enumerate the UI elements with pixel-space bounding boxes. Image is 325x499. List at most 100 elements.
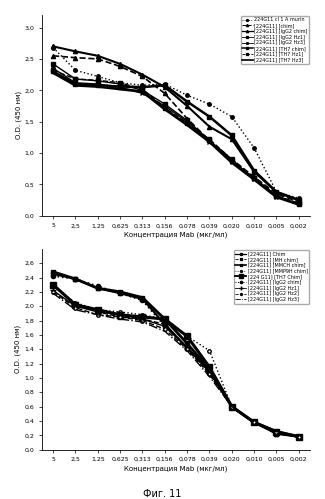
Legend: 224G11 cl 1 A murin, [224G11] [chim], [224G11] [IgG2 chim], [224G11] [IgG2 Hz1],: 224G11 cl 1 A murin, [224G11] [chim], [2… — [240, 16, 309, 64]
[224G11] [IgG2 Hz3] — [118, 316, 122, 322]
[224G11] [chim] — [118, 63, 122, 69]
224G11 cl 1 A murin — [208, 101, 212, 107]
[224G11] [chim] — [73, 55, 77, 61]
[224G11] [MMCH chim] — [275, 429, 279, 435]
[224G11] [TH7 Hz1] — [297, 200, 301, 206]
[224G11] Chim — [51, 271, 55, 277]
[224G11] [TH7 chim] — [252, 168, 256, 174]
[224G11] [IgG2 Hz2] — [96, 312, 100, 318]
224G11 cl 1 A murin — [297, 195, 301, 201]
Line: [224G11] [TH7 Hz1]: [224G11] [TH7 Hz1] — [51, 68, 301, 205]
Text: Фиг. 11: Фиг. 11 — [143, 489, 182, 499]
[224G11] [MMCH chim] — [51, 269, 55, 275]
[224G11] [MMCH chim] — [208, 366, 212, 372]
[224G11] Chim — [185, 345, 189, 351]
[224G11] [IgG2 Hz2] — [230, 404, 234, 410]
[224 G11] [TH7 Chim] — [118, 312, 122, 318]
[224G11] [IgG2 chim] — [96, 53, 100, 59]
Line: [224G11] [IgG2 Hz1]: [224G11] [IgG2 Hz1] — [50, 287, 302, 440]
[224G11] [IgG2 chim] — [51, 273, 55, 279]
[224G11] [MMP9H chim] — [185, 333, 189, 339]
[224G11] [IgG2 Hz2] — [118, 314, 122, 320]
[224G11] [TH7 Hz3] — [163, 106, 167, 112]
[224G11] [MMCH chim] — [118, 289, 122, 295]
[224G11] [TH7 chim] — [96, 82, 100, 88]
[224G11] [TH7 Hz1] — [51, 67, 55, 73]
[224G11] [TH7 chim] — [297, 197, 301, 203]
[224G11] [IgG2 Hz1] — [73, 303, 77, 309]
[224G11] [MH chim] — [96, 309, 100, 315]
[224G11] [MMP9H chim] — [51, 283, 55, 289]
[224G11] [IgG2 Hz1] — [252, 419, 256, 425]
[224G11] [TH7 Hz3] — [252, 177, 256, 183]
[224G11] [TH7 Hz1] — [208, 136, 212, 142]
[224G11] [IgG2 Hz3] — [252, 177, 256, 183]
[224G11] [IgG2 Hz3] — [208, 373, 212, 379]
[224G11] [MH chim] — [140, 316, 144, 322]
[224G11] [chim] — [163, 90, 167, 96]
[224G11] [IgG2 Hz3] — [73, 80, 77, 86]
[224G11] [IgG2 Hz1] — [230, 404, 234, 410]
[224G11] [IgG2 Hz1] — [208, 369, 212, 375]
[224G11] [IgG2 Hz1] — [140, 316, 144, 322]
[224G11] [MMP9H chim] — [118, 309, 122, 315]
[224G11] [IgG2 Hz3] — [230, 160, 234, 166]
[224G11] [IgG2 Hz2] — [140, 317, 144, 323]
[224G11] [chim] — [185, 116, 189, 122]
[224G11] [chim] — [252, 174, 256, 180]
[224G11] [IgG2 Hz3] — [185, 119, 189, 125]
[224G11] [IgG2 Hz1] — [51, 287, 55, 293]
[224G11] [IgG2 Hz3] — [96, 312, 100, 318]
[224G11] [MH chim] — [275, 431, 279, 437]
[224G11] [IgG2 chim] — [208, 369, 212, 375]
[224 G11] [TH7 Chim] — [230, 404, 234, 410]
Line: 224G11 cl 1 A murin: 224G11 cl 1 A murin — [51, 46, 301, 200]
[224G11] [IgG2 Hz3] — [252, 419, 256, 425]
Y-axis label: О.D. (450 нм): О.D. (450 нм) — [15, 91, 22, 139]
[224G11] [IgG2 Hz2] — [51, 289, 55, 295]
[224G11] [IgG2 Hz3] — [51, 290, 55, 296]
[224G11] [IgG2 Hz3] — [297, 434, 301, 440]
[224G11] [TH7 chim] — [163, 82, 167, 88]
[224G11] [TH7 chim] — [73, 81, 77, 87]
[224G11] [TH7 Hz3] — [297, 202, 301, 208]
[224G11] [TH7 chim] — [51, 68, 55, 74]
[224G11] [TH7 Hz3] — [230, 160, 234, 166]
[224 G11] [TH7 Chim] — [297, 434, 301, 440]
[224G11] Chim — [275, 431, 279, 437]
[224G11] Chim — [140, 296, 144, 302]
Legend: [224G11] Chim, [224G11] [MH chim], [224G11] [MMCH chim], [224G11] [MMP9H chim], : [224G11] Chim, [224G11] [MH chim], [224G… — [234, 250, 309, 303]
[224 G11] [TH7 Chim] — [73, 302, 77, 308]
224G11 cl 1 A murin — [118, 80, 122, 86]
[224G11] [IgG2 Hz2] — [252, 419, 256, 425]
224G11 cl 1 A murin — [73, 67, 77, 73]
[224G11] [IgG2 Hz3] — [163, 103, 167, 109]
[224G11] [MMP9H chim] — [96, 307, 100, 313]
[224G11] [IgG2 Hz3] — [275, 194, 279, 200]
[224G11] [MMP9H chim] — [163, 316, 167, 322]
[224G11] [MH chim] — [230, 404, 234, 410]
[224G11] [IgG2 chim] — [185, 103, 189, 109]
[224G11] [MH chim] — [73, 302, 77, 308]
[224G11] [IgG2 Hz1] — [297, 434, 301, 440]
[224G11] [TH7 chim] — [230, 132, 234, 138]
[224G11] [TH7 Hz1] — [275, 193, 279, 199]
Line: [224G11] [TH7 chim]: [224G11] [TH7 chim] — [51, 69, 301, 202]
Line: [224G11] [IgG2 Hz3]: [224G11] [IgG2 Hz3] — [51, 66, 301, 207]
[224G11] [IgG2 chim] — [275, 189, 279, 195]
[224G11] [MMCH chim] — [96, 285, 100, 291]
[224G11] [IgG2 Hz1] — [230, 158, 234, 164]
[224G11] [MMP9H chim] — [252, 419, 256, 425]
[224G11] [IgG2 Hz3] — [140, 90, 144, 96]
X-axis label: Концентрация Mab (мкг/мл): Концентрация Mab (мкг/мл) — [124, 231, 228, 238]
[224G11] [TH7 Hz3] — [275, 194, 279, 200]
[224G11] [IgG2 chim] — [51, 43, 55, 49]
[224G11] [IgG2 chim] — [297, 197, 301, 203]
Line: [224 G11] [TH7 Chim]: [224 G11] [TH7 Chim] — [50, 282, 302, 440]
[224G11] [chim] — [51, 53, 55, 59]
Line: [224G11] [MMCH chim]: [224G11] [MMCH chim] — [51, 269, 301, 439]
224G11 cl 1 A murin — [252, 145, 256, 151]
[224G11] [IgG2 chim] — [140, 297, 144, 303]
[224G11] [MMCH chim] — [185, 340, 189, 346]
[224G11] [IgG2 Hz3] — [73, 307, 77, 313]
